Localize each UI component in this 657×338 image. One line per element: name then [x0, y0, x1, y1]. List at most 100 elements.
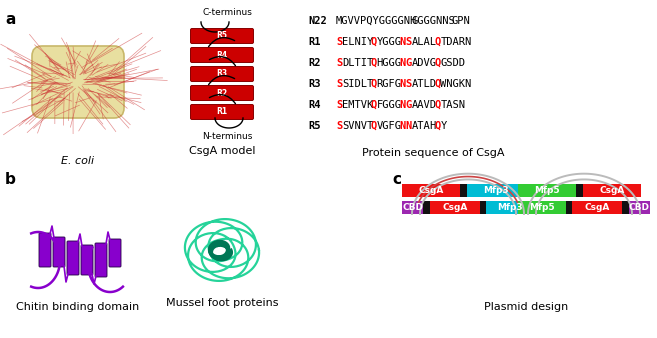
Bar [480, 201, 486, 214]
Text: S: S [336, 79, 342, 89]
Text: Y: Y [440, 121, 447, 131]
Bar [423, 201, 430, 214]
Text: b: b [5, 172, 16, 187]
Text: Q: Q [371, 79, 377, 89]
FancyBboxPatch shape [191, 104, 254, 120]
Text: N: N [400, 100, 406, 110]
Text: Q: Q [434, 58, 441, 68]
Text: Q: Q [371, 100, 377, 110]
FancyBboxPatch shape [191, 28, 254, 44]
Bar [518, 184, 576, 197]
Text: Q: Q [434, 121, 441, 131]
Text: VGFG: VGFG [376, 121, 401, 131]
Text: ADVG: ADVG [411, 58, 436, 68]
Text: ELNIY: ELNIY [342, 37, 373, 47]
Text: N: N [400, 58, 406, 68]
Text: CBD: CBD [629, 203, 650, 212]
Bar [572, 201, 622, 214]
Text: CsgA: CsgA [419, 186, 443, 195]
Text: R5: R5 [217, 31, 227, 41]
Text: CsgA: CsgA [599, 186, 624, 195]
Text: FGGG: FGGG [376, 100, 401, 110]
Text: R3: R3 [308, 79, 321, 89]
Text: N: N [400, 37, 406, 47]
FancyBboxPatch shape [191, 86, 254, 100]
Text: MGVVPQYGGGGNH: MGVVPQYGGGGNH [336, 16, 417, 26]
Text: ATLD: ATLD [411, 79, 436, 89]
Text: Q: Q [371, 37, 377, 47]
Text: R5: R5 [308, 121, 321, 131]
Text: G: G [405, 58, 412, 68]
Bar [518, 201, 566, 214]
Text: ATA: ATA [411, 121, 430, 131]
Text: SIDLT: SIDLT [342, 79, 373, 89]
Text: Plasmid design: Plasmid design [484, 302, 568, 312]
Bar [486, 201, 534, 214]
Text: N: N [405, 121, 412, 131]
Text: Mfp3: Mfp3 [483, 186, 509, 195]
Text: Mfp5: Mfp5 [529, 203, 555, 212]
Text: S: S [336, 37, 342, 47]
Text: Q: Q [371, 121, 377, 131]
Text: N: N [400, 79, 406, 89]
Text: R1: R1 [216, 107, 227, 117]
Text: N22: N22 [308, 16, 327, 26]
Text: GPN: GPN [452, 16, 471, 26]
FancyBboxPatch shape [53, 237, 65, 267]
FancyBboxPatch shape [39, 233, 51, 267]
Text: GSDD: GSDD [440, 58, 465, 68]
Text: TASN: TASN [440, 100, 465, 110]
Text: CsgA: CsgA [442, 203, 468, 212]
Text: DLTIT: DLTIT [342, 58, 373, 68]
Text: Q: Q [434, 100, 441, 110]
Bar [576, 184, 583, 197]
Bar [622, 201, 629, 214]
Text: N-terminus: N-terminus [202, 132, 252, 141]
FancyBboxPatch shape [95, 243, 107, 277]
Text: R4: R4 [308, 100, 321, 110]
Bar [402, 201, 423, 214]
Text: EMTVK: EMTVK [342, 100, 373, 110]
Bar [430, 201, 480, 214]
Text: CsgA: CsgA [585, 203, 610, 212]
Text: R1: R1 [308, 37, 321, 47]
Text: WNGKN: WNGKN [440, 79, 472, 89]
FancyBboxPatch shape [81, 245, 93, 275]
Text: Q: Q [371, 58, 377, 68]
FancyBboxPatch shape [67, 241, 79, 275]
FancyBboxPatch shape [191, 67, 254, 81]
Text: HGGG: HGGG [376, 58, 401, 68]
Text: Mussel foot proteins: Mussel foot proteins [166, 298, 279, 308]
Text: Chitin binding domain: Chitin binding domain [16, 302, 140, 312]
Bar [629, 201, 650, 214]
Text: E. coli: E. coli [62, 156, 95, 166]
Text: S: S [405, 37, 412, 47]
Text: H: H [429, 121, 435, 131]
Text: Protein sequence of CsgA: Protein sequence of CsgA [362, 148, 505, 158]
FancyBboxPatch shape [191, 48, 254, 63]
Text: Mfp5: Mfp5 [534, 186, 560, 195]
Text: R4: R4 [216, 50, 227, 59]
Text: TDARN: TDARN [440, 37, 472, 47]
Text: GGGGNNS: GGGGNNS [411, 16, 455, 26]
Text: R2: R2 [216, 89, 227, 97]
Bar [466, 184, 525, 197]
Bar [402, 184, 460, 197]
FancyBboxPatch shape [109, 239, 121, 267]
Text: S: S [336, 58, 342, 68]
Text: C-terminus: C-terminus [202, 8, 252, 17]
Bar [460, 184, 466, 197]
Text: Mfp3: Mfp3 [497, 203, 523, 212]
Text: ALAL: ALAL [411, 37, 436, 47]
Text: S: S [336, 100, 342, 110]
Bar [566, 201, 572, 214]
Text: CsgA model: CsgA model [189, 146, 256, 156]
Text: S: S [336, 121, 342, 131]
Text: N: N [400, 121, 406, 131]
Text: Q: Q [434, 79, 441, 89]
Text: AAVD: AAVD [411, 100, 436, 110]
Text: RGFG: RGFG [376, 79, 401, 89]
Text: Q: Q [434, 37, 441, 47]
Text: SVNVT: SVNVT [342, 121, 373, 131]
Text: G: G [405, 100, 412, 110]
